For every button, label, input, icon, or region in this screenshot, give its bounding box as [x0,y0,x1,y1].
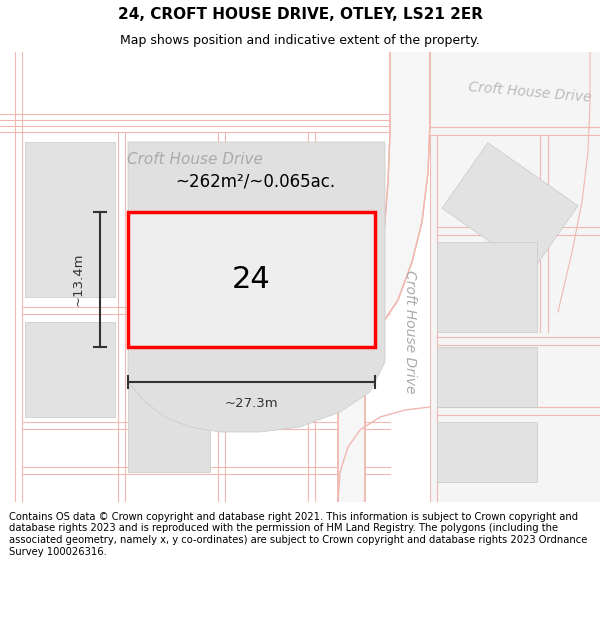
Text: 24, CROFT HOUSE DRIVE, OTLEY, LS21 2ER: 24, CROFT HOUSE DRIVE, OTLEY, LS21 2ER [118,7,482,22]
Polygon shape [442,142,578,271]
Text: ~13.4m: ~13.4m [71,253,85,306]
Text: Map shows position and indicative extent of the property.: Map shows position and indicative extent… [120,34,480,47]
Bar [437,347,537,407]
Bar [25,322,115,417]
Bar [437,422,537,482]
Text: Contains OS data © Crown copyright and database right 2021. This information is : Contains OS data © Crown copyright and d… [9,512,587,557]
Polygon shape [338,52,430,502]
Polygon shape [128,142,385,432]
Text: ~27.3m: ~27.3m [224,398,278,411]
Bar [128,212,375,347]
Text: 24: 24 [232,265,271,294]
Text: Croft House Drive: Croft House Drive [403,270,417,394]
Text: Croft House Drive: Croft House Drive [468,79,592,104]
Bar [437,242,537,332]
Bar [430,52,600,502]
Text: Croft House Drive: Croft House Drive [127,152,263,168]
Text: ~262m²/~0.065ac.: ~262m²/~0.065ac. [175,173,335,191]
Bar [128,322,210,472]
Bar [128,142,210,297]
Bar [25,142,115,297]
